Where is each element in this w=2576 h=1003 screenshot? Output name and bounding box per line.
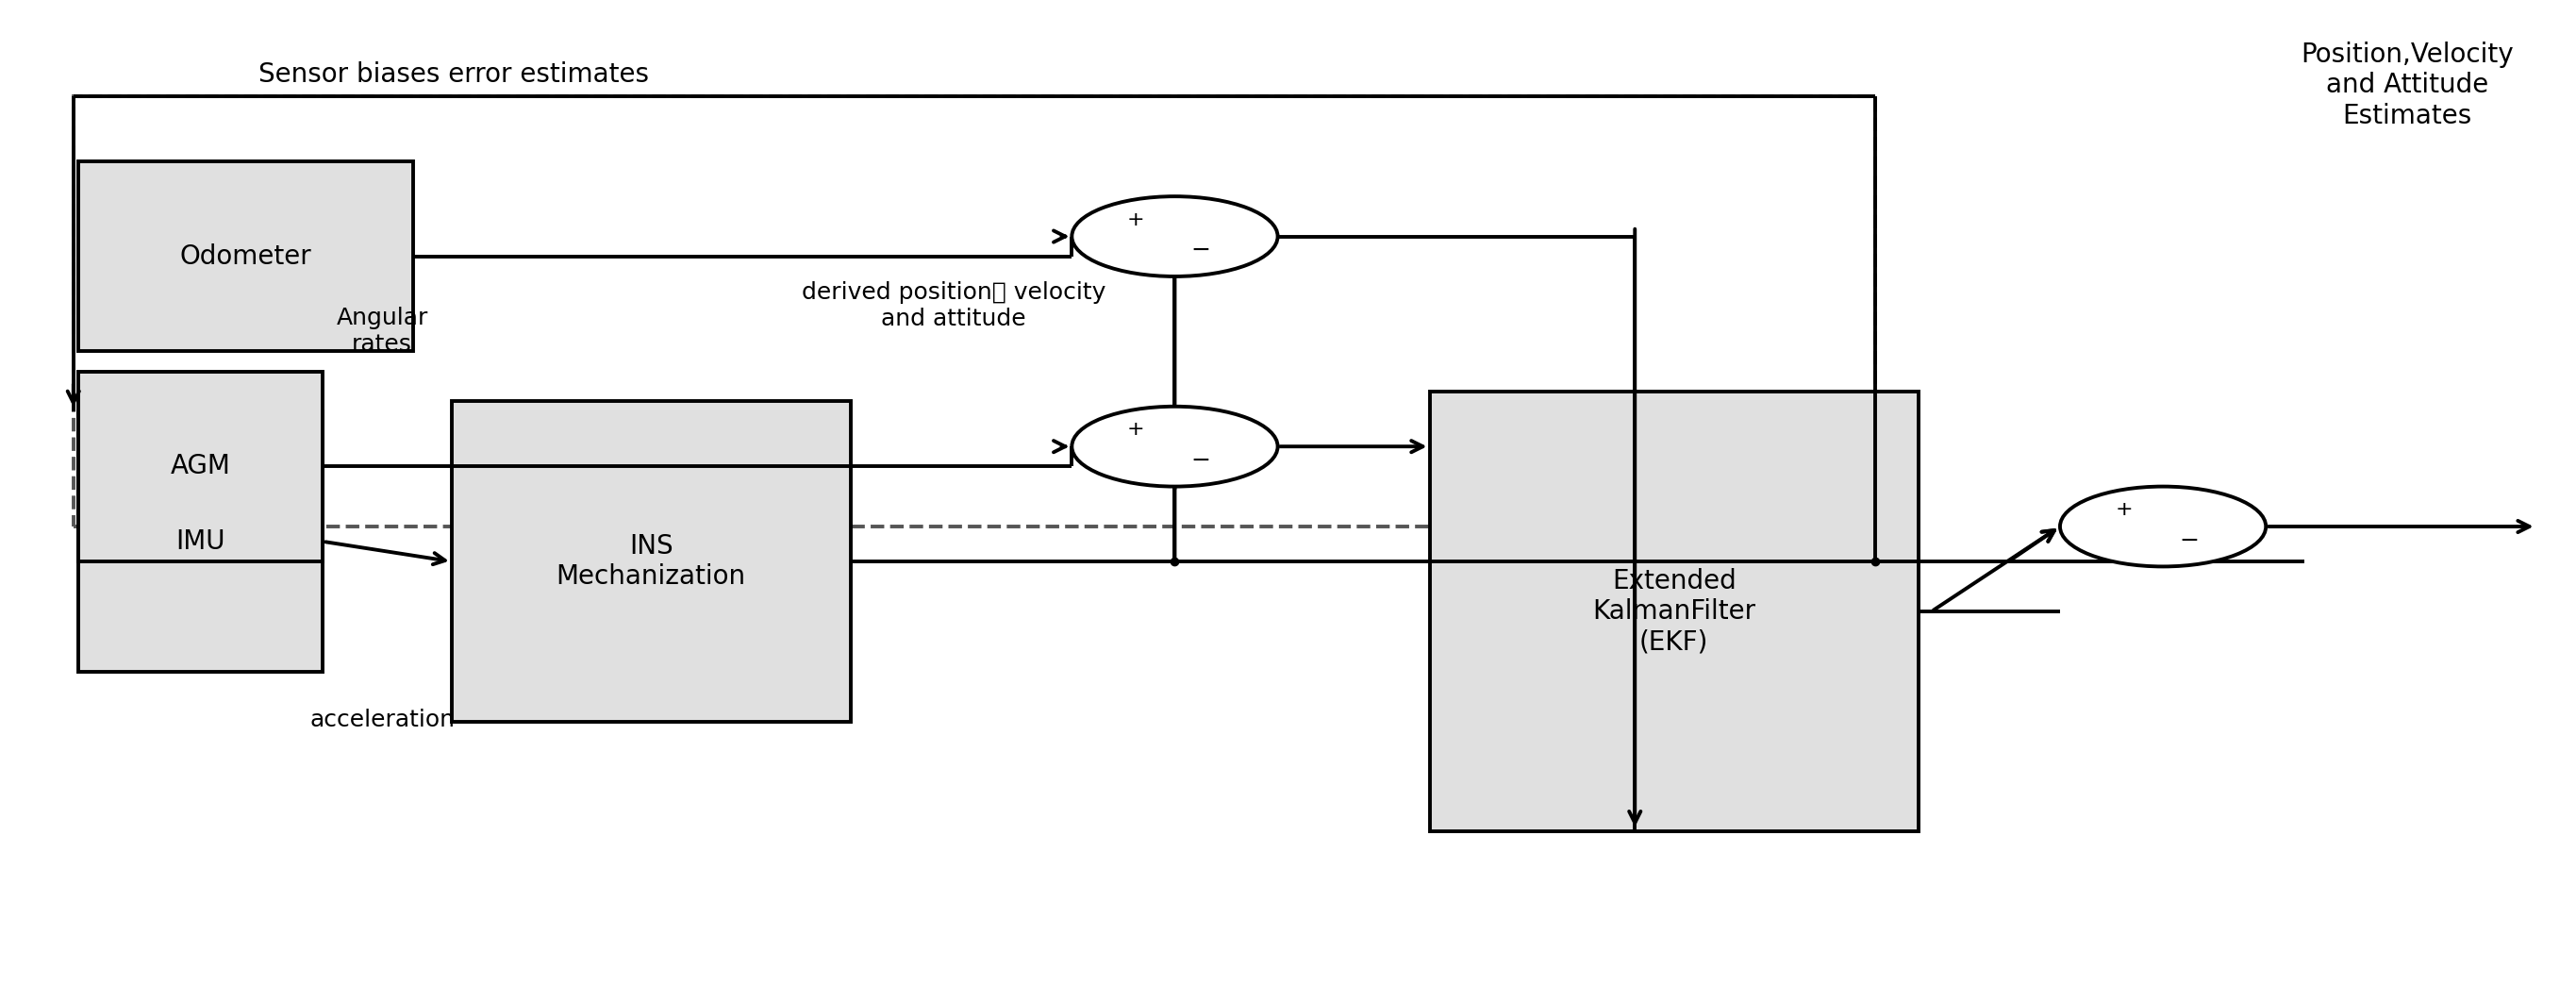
Text: acceleration: acceleration xyxy=(309,709,456,731)
Text: Angular
rates: Angular rates xyxy=(337,307,428,355)
Bar xyxy=(77,411,322,672)
Text: Odometer: Odometer xyxy=(180,243,312,270)
Text: IMU: IMU xyxy=(175,529,227,555)
Text: derived position、 velocity
and attitude: derived position、 velocity and attitude xyxy=(801,282,1105,330)
Circle shape xyxy=(1072,406,1278,486)
Text: +: + xyxy=(1126,211,1144,229)
Bar xyxy=(451,401,850,721)
Circle shape xyxy=(1072,197,1278,277)
Text: INS
Mechanization: INS Mechanization xyxy=(556,533,747,590)
Bar xyxy=(72,96,1875,527)
Circle shape xyxy=(2061,486,2267,567)
Text: −: − xyxy=(1190,239,1211,262)
Bar xyxy=(1430,391,1919,831)
Text: Sensor biases error estimates: Sensor biases error estimates xyxy=(258,61,649,87)
Text: +: + xyxy=(1126,420,1144,439)
Text: −: − xyxy=(2179,530,2197,552)
Bar xyxy=(77,371,322,562)
Text: Extended
KalmanFilter
(EKF): Extended KalmanFilter (EKF) xyxy=(1592,568,1757,655)
Text: Position,Velocity
and Attitude
Estimates: Position,Velocity and Attitude Estimates xyxy=(2300,41,2514,129)
Text: AGM: AGM xyxy=(170,453,232,479)
Bar xyxy=(77,161,412,351)
Text: −: − xyxy=(1190,449,1211,471)
Text: +: + xyxy=(2115,500,2133,520)
